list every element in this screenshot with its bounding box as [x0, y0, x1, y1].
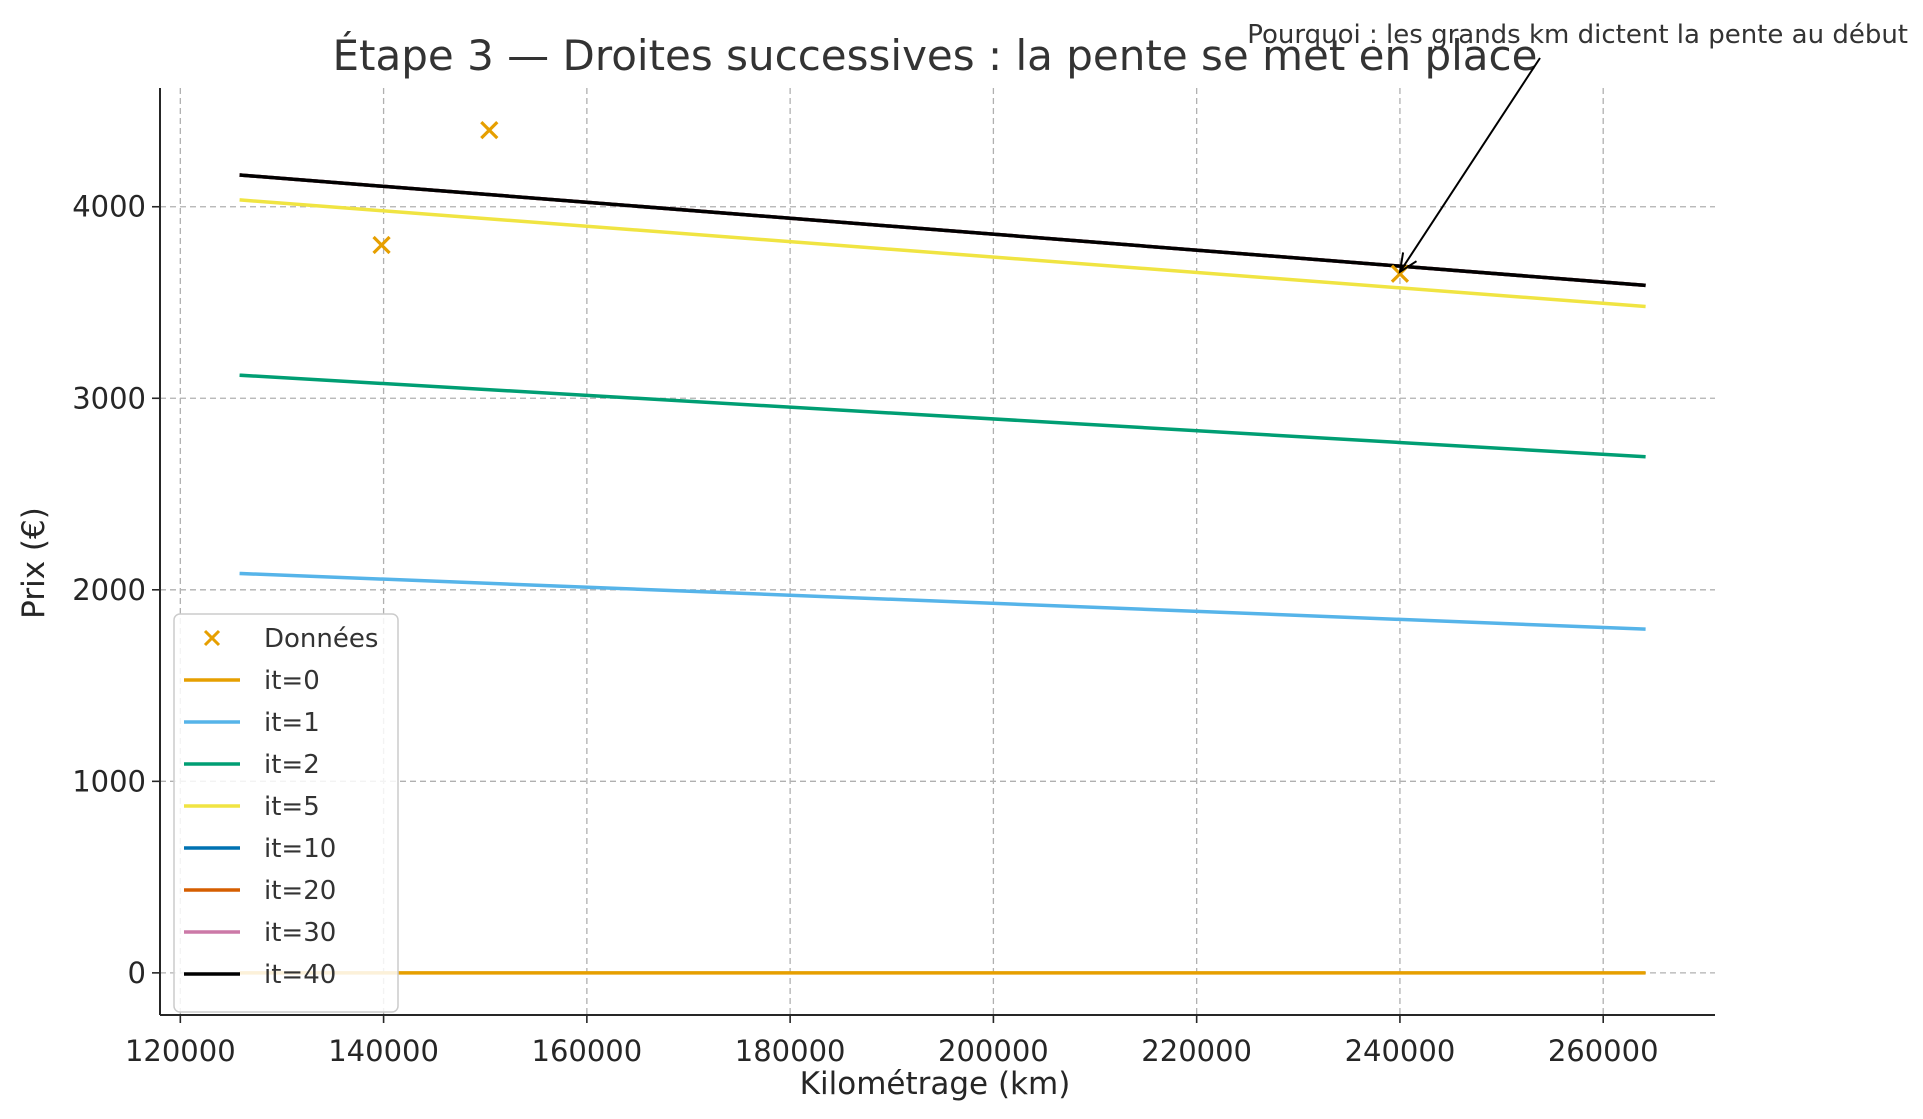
data-point	[480, 121, 499, 140]
series-line-it-2	[239, 373, 1646, 459]
ticks-layer: 120000 140000 160000 180000 200000 220000 2400…	[72, 190, 1658, 1068]
annotation: Pourquoi : les grands km dictent la pent…	[1247, 20, 1908, 274]
series-line-it-1	[239, 571, 1646, 631]
y-axis-label: Prix (€)	[16, 507, 52, 619]
legend-entry-it-1: it=1	[184, 708, 320, 738]
legend-box	[173, 613, 399, 1013]
x-tick-label: 260000	[1548, 1034, 1659, 1068]
annotation-arrow-line	[1399, 57, 1541, 273]
annotation-text: Pourquoi : les grands km dictent la pent…	[1247, 20, 1908, 50]
y-tick-label: 4000	[72, 190, 146, 224]
legend-entry-donnees: Données	[203, 624, 378, 654]
x-tick-label: 180000	[735, 1034, 846, 1068]
legend-entry-it-20: it=20	[184, 876, 336, 906]
legend-entry-it-30: it=30	[184, 918, 336, 948]
x-tick-label: 240000	[1345, 1034, 1456, 1068]
legend-label-it-1: it=1	[264, 708, 320, 738]
x-tick-label: 140000	[328, 1034, 439, 1068]
legend-label-it-5: it=5	[264, 792, 320, 822]
legend: Données it=0 it=1 it=2 it=5 it=10 it=20 it=30 it…	[173, 613, 399, 1013]
series-line-it-40	[239, 173, 1646, 288]
x-tick-label: 220000	[1141, 1034, 1252, 1068]
legend-entry-it-40: it=40	[184, 960, 336, 990]
legend-marker-donnees	[203, 629, 221, 647]
series-line-it-5	[239, 198, 1646, 309]
series-layer	[239, 173, 1646, 975]
legend-label-it-20: it=20	[264, 876, 336, 906]
x-axis-label: Kilométrage (km)	[800, 1066, 1071, 1102]
legend-label-it-2: it=2	[264, 750, 320, 780]
x-tick-label: 160000	[532, 1034, 643, 1068]
legend-label-donnees: Données	[264, 624, 378, 654]
legend-entry-it-0: it=0	[184, 666, 320, 696]
y-tick-label: 1000	[72, 764, 146, 798]
chart-title: Étape 3 — Droites successives : la pente…	[333, 30, 1538, 80]
y-tick-label: 3000	[72, 381, 146, 415]
data-point-marker	[480, 121, 499, 140]
x-tick-label: 120000	[125, 1034, 236, 1068]
annotation-arrow-head	[1398, 252, 1418, 274]
legend-entry-it-2: it=2	[184, 750, 320, 780]
y-tick-label: 2000	[72, 573, 146, 607]
axes-layer	[159, 88, 1715, 1016]
legend-label-it-10: it=10	[264, 834, 336, 864]
y-tick-label: 0	[128, 956, 146, 990]
scatter-layer	[372, 121, 1410, 283]
x-tick-label: 200000	[938, 1034, 1049, 1068]
data-point-marker	[372, 235, 391, 255]
legend-entry-it-5: it=5	[184, 792, 320, 822]
legend-label-it-0: it=0	[264, 666, 320, 696]
data-point	[372, 235, 391, 255]
legend-entry-it-10: it=10	[184, 834, 336, 864]
legend-label-it-40: it=40	[264, 960, 336, 990]
legend-label-it-30: it=30	[264, 918, 336, 948]
